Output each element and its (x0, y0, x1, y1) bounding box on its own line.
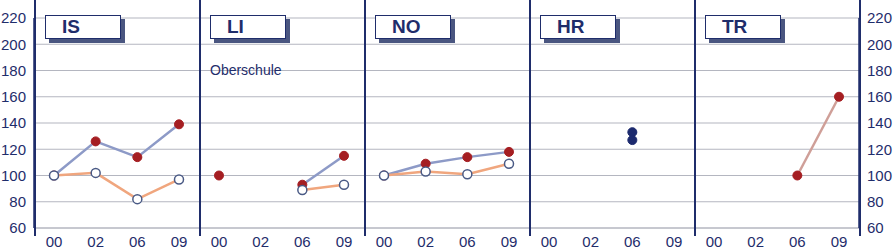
html-text:Oberschule: Oberschule (210, 62, 282, 78)
svg-text:120: 120 (8, 141, 26, 158)
svg-text:00: 00 (706, 233, 723, 250)
svg-text:02: 02 (252, 233, 269, 250)
svg-text:06: 06 (789, 233, 806, 250)
svg-text:200: 200 (8, 36, 26, 53)
svg-text:09: 09 (336, 233, 353, 250)
svg-text:140: 140 (867, 114, 886, 131)
html-text:LI: LI (227, 16, 244, 37)
svg-text:120: 120 (867, 141, 886, 158)
svg-text:180: 180 (867, 62, 886, 79)
svg-text:06: 06 (294, 233, 311, 250)
svg-text:80: 80 (9, 193, 26, 210)
svg-text:06: 06 (624, 233, 641, 250)
svg-text:160: 160 (8, 88, 26, 105)
svg-text:09: 09 (501, 233, 518, 250)
svg-text:140: 140 (8, 114, 26, 131)
svg-text:80: 80 (867, 193, 884, 210)
svg-text:02: 02 (417, 233, 434, 250)
svg-text:00: 00 (46, 233, 63, 250)
svg-text:02: 02 (87, 233, 104, 250)
svg-text:160: 160 (867, 88, 886, 105)
html-text:TR: TR (722, 16, 748, 37)
svg-text:06: 06 (459, 233, 476, 250)
svg-text:02: 02 (582, 233, 599, 250)
svg-text:09: 09 (831, 233, 848, 250)
svg-text:00: 00 (211, 233, 228, 250)
html-text:IS: IS (62, 16, 80, 37)
svg-text:00: 00 (376, 233, 393, 250)
svg-text:60: 60 (867, 219, 884, 236)
svg-text:100: 100 (8, 167, 26, 184)
svg-text:200: 200 (867, 36, 886, 53)
svg-text:06: 06 (129, 233, 146, 250)
svg-text:09: 09 (666, 233, 683, 250)
svg-text:220: 220 (8, 9, 26, 26)
svg-text:220: 220 (867, 9, 886, 26)
html-text:HR: HR (557, 16, 585, 37)
html-text:NO: NO (392, 16, 421, 37)
svg-text:00: 00 (541, 233, 558, 250)
svg-text:09: 09 (171, 233, 188, 250)
svg-text:60: 60 (9, 219, 26, 236)
svg-text:02: 02 (747, 233, 764, 250)
svg-text:100: 100 (867, 167, 886, 184)
svg-text:180: 180 (8, 62, 26, 79)
